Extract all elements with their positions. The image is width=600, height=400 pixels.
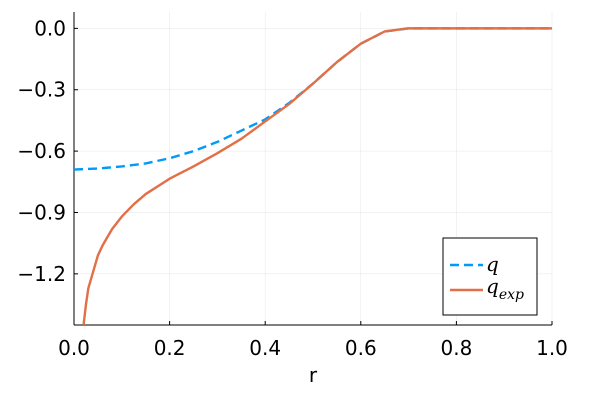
x-tick-label: 1.0 [536, 336, 568, 360]
series-line-q-exp [82, 27, 552, 325]
y-tick-label: −0.9 [17, 200, 66, 224]
grid [73, 12, 553, 325]
series-lines [74, 27, 552, 325]
y-tick-label: 0.0 [34, 16, 66, 40]
legend-label-q: q [486, 252, 499, 276]
x-axis-label: r [309, 363, 318, 387]
x-tick-label: 0.6 [345, 336, 377, 360]
y-tick-label: −0.3 [17, 78, 66, 102]
x-tick-label: 0.8 [440, 336, 472, 360]
y-tick-label: −0.6 [17, 139, 66, 163]
y-tick-label: −1.2 [17, 262, 66, 286]
x-tick-label: 0.2 [154, 336, 186, 360]
x-tick-label: 0.4 [249, 336, 281, 360]
x-tick-label: 0.0 [58, 336, 90, 360]
legend-box [442, 237, 538, 316]
ticks: 0.0 0.2 0.4 0.6 0.8 1.0 0.0 −0.3 −0.6 −0.9 −1.2 [17, 16, 567, 360]
legend: q qexp [442, 237, 538, 316]
